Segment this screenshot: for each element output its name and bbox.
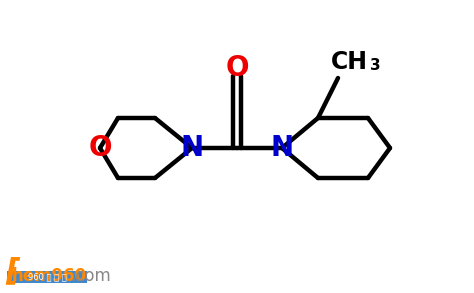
Text: O: O xyxy=(225,54,249,82)
Text: 960 化 工 网: 960 化 工 网 xyxy=(27,272,66,282)
FancyBboxPatch shape xyxy=(7,271,87,283)
Text: N: N xyxy=(271,134,293,162)
Text: 3: 3 xyxy=(370,59,381,74)
Text: CH: CH xyxy=(331,50,368,74)
Text: hem960: hem960 xyxy=(12,267,87,285)
Text: N: N xyxy=(181,134,203,162)
Text: O: O xyxy=(88,134,112,162)
Text: [: [ xyxy=(5,256,19,285)
Text: .com: .com xyxy=(70,267,111,285)
